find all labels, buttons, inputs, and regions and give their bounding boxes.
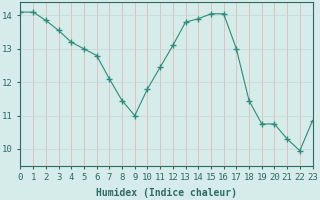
X-axis label: Humidex (Indice chaleur): Humidex (Indice chaleur) [96, 188, 237, 198]
